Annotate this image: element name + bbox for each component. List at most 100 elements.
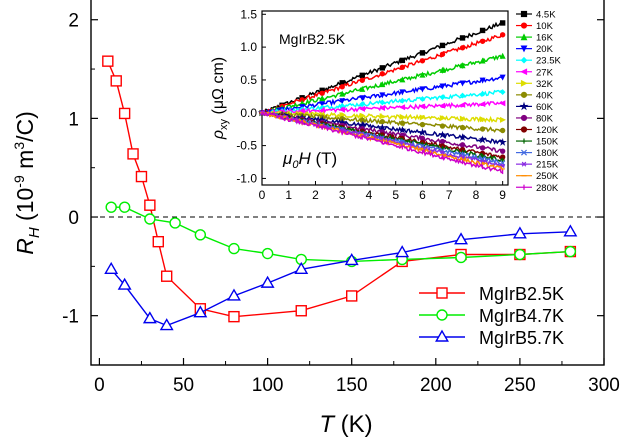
inset-legend-label-9: 80K <box>536 113 554 124</box>
inset-y-tick-label: 1.5 <box>240 7 257 21</box>
inset-series-4-point <box>439 94 446 101</box>
main-x-tick-label: 250 <box>504 375 536 396</box>
inset-series-0-point <box>499 20 506 26</box>
series-0-point <box>228 310 240 323</box>
inset-legend-marker-1 <box>520 22 528 29</box>
series-2-point <box>395 245 410 258</box>
inset-x-tick-label: 9 <box>499 188 506 202</box>
inset-legend-marker-6 <box>520 79 528 87</box>
inset-series-8-point <box>498 137 507 146</box>
main-plot-frame <box>90 0 605 366</box>
inset-series-5-point <box>399 104 406 111</box>
inset-legend-label-0: 4.5K <box>536 10 556 21</box>
inset-legend-marker-8 <box>519 101 529 111</box>
inset-series-0-point <box>359 72 365 79</box>
inset-series-3-point <box>319 101 326 108</box>
legend-label-0: MgIrB2.5K <box>479 284 564 304</box>
inset-x-tick-label: 0 <box>259 188 266 202</box>
inset-x-tick-label: 3 <box>339 188 346 202</box>
inset-legend-label-15: 280K <box>536 183 559 194</box>
series-1-point <box>118 201 131 213</box>
legend-marker-1 <box>436 309 448 321</box>
inset-series-6-point <box>459 115 466 122</box>
main-x-axis-label: T (K) <box>319 411 372 438</box>
inset-chart: 0 1 2 3 4 5 6 7 8 9 -1.0 -0.5 0.0 0.5 1.0 1.5 MgIrB2.5K μ… <box>210 7 561 202</box>
inset-legend-label-14: 250K <box>536 171 559 182</box>
series-0-point <box>160 270 173 282</box>
inset-series-7-point <box>439 123 446 129</box>
series-0-point <box>295 305 307 317</box>
inset-legend-marker-0 <box>520 10 528 18</box>
series-1-point <box>144 213 156 225</box>
inset-series-2-point <box>319 95 326 102</box>
inset-series-2-point <box>339 90 346 97</box>
series-1-point <box>228 242 240 255</box>
series-2-point <box>344 253 359 266</box>
inset-x-tick-label: 8 <box>473 188 480 202</box>
inset-series-4-point <box>459 92 466 99</box>
inset-legend-label-12: 180K <box>536 148 559 159</box>
legend-marker-2 <box>435 329 449 342</box>
legend-label-2: MgIrB5.7K <box>479 328 564 348</box>
legend-marker-0 <box>436 287 448 299</box>
series-1-point <box>564 245 577 258</box>
series-0-point <box>110 75 122 87</box>
inset-series-5-point <box>439 102 446 109</box>
inset-x-tick-label: 2 <box>312 188 319 202</box>
inset-series-1-point <box>499 32 506 38</box>
inset-series-2-point <box>459 62 466 69</box>
inset-series-2-point <box>439 66 446 73</box>
inset-series-5-point <box>338 106 345 113</box>
inset-series-3-point <box>359 95 366 102</box>
inset-series-3-point <box>439 83 446 90</box>
inset-series-6-point <box>359 112 366 119</box>
series-0-point <box>135 170 148 183</box>
main-y-tick-label: 2 <box>68 11 79 32</box>
inset-series-3-point <box>499 74 506 81</box>
inset-series-0-point <box>379 65 386 71</box>
inset-series-8-point <box>458 133 467 141</box>
series-2-point <box>260 275 275 288</box>
series-0-point <box>152 235 164 248</box>
inset-series-1-point <box>399 64 406 70</box>
inset-legend-label-8: 60K <box>536 102 554 113</box>
inset-legend-label-1: 10K <box>536 21 554 32</box>
inset-y-axis-label: ρxy (μΩ cm) <box>210 57 230 140</box>
inset-legend-marker-4 <box>520 56 528 64</box>
inset-series-1-point <box>459 45 466 51</box>
main-y-tick-label: -1 <box>62 307 79 328</box>
main-x-tick-label: 100 <box>252 375 284 396</box>
inset-x-tick-label: 4 <box>366 188 373 202</box>
series-2-point <box>563 224 578 237</box>
inset-series-4-point <box>419 96 426 102</box>
inset-legend-marker-9 <box>520 114 528 122</box>
inset-series-3-point <box>419 86 426 93</box>
main-x-tick-label: 150 <box>336 375 368 396</box>
main-x-tick-label: 50 <box>173 375 194 396</box>
inset-series-1-point <box>359 77 365 83</box>
inset-series-8-point <box>418 128 427 136</box>
inset-series-0-point <box>459 35 466 41</box>
inset-series-1-point <box>379 71 386 77</box>
series-2-point <box>159 318 174 331</box>
inset-legend-marker-3 <box>520 45 528 53</box>
inset-series-13-point <box>440 150 445 155</box>
inset-series-1-point <box>439 51 446 57</box>
inset-series-9-point <box>459 142 466 148</box>
main-x-tick-label: 200 <box>420 375 452 396</box>
inset-y-tick-label: -0.5 <box>236 139 257 153</box>
inset-series-1-point <box>419 58 426 64</box>
inset-legend-marker-2 <box>520 33 528 41</box>
inset-series-8-point <box>438 130 447 139</box>
inset-y-tick-label: 1.0 <box>240 40 257 54</box>
inset-legend-marker-5 <box>520 68 528 76</box>
inset-series-7-point <box>419 121 426 128</box>
inset-y-tick-label: 0.5 <box>240 73 257 87</box>
inset-series-7-point <box>479 126 486 132</box>
inset-legend-label-7: 40K <box>536 90 554 101</box>
inset-series-11-point <box>500 157 505 163</box>
inset-series-9-point <box>479 145 486 151</box>
inset-legend-label-6: 32K <box>536 79 554 90</box>
inset-series-2-point <box>479 57 486 64</box>
